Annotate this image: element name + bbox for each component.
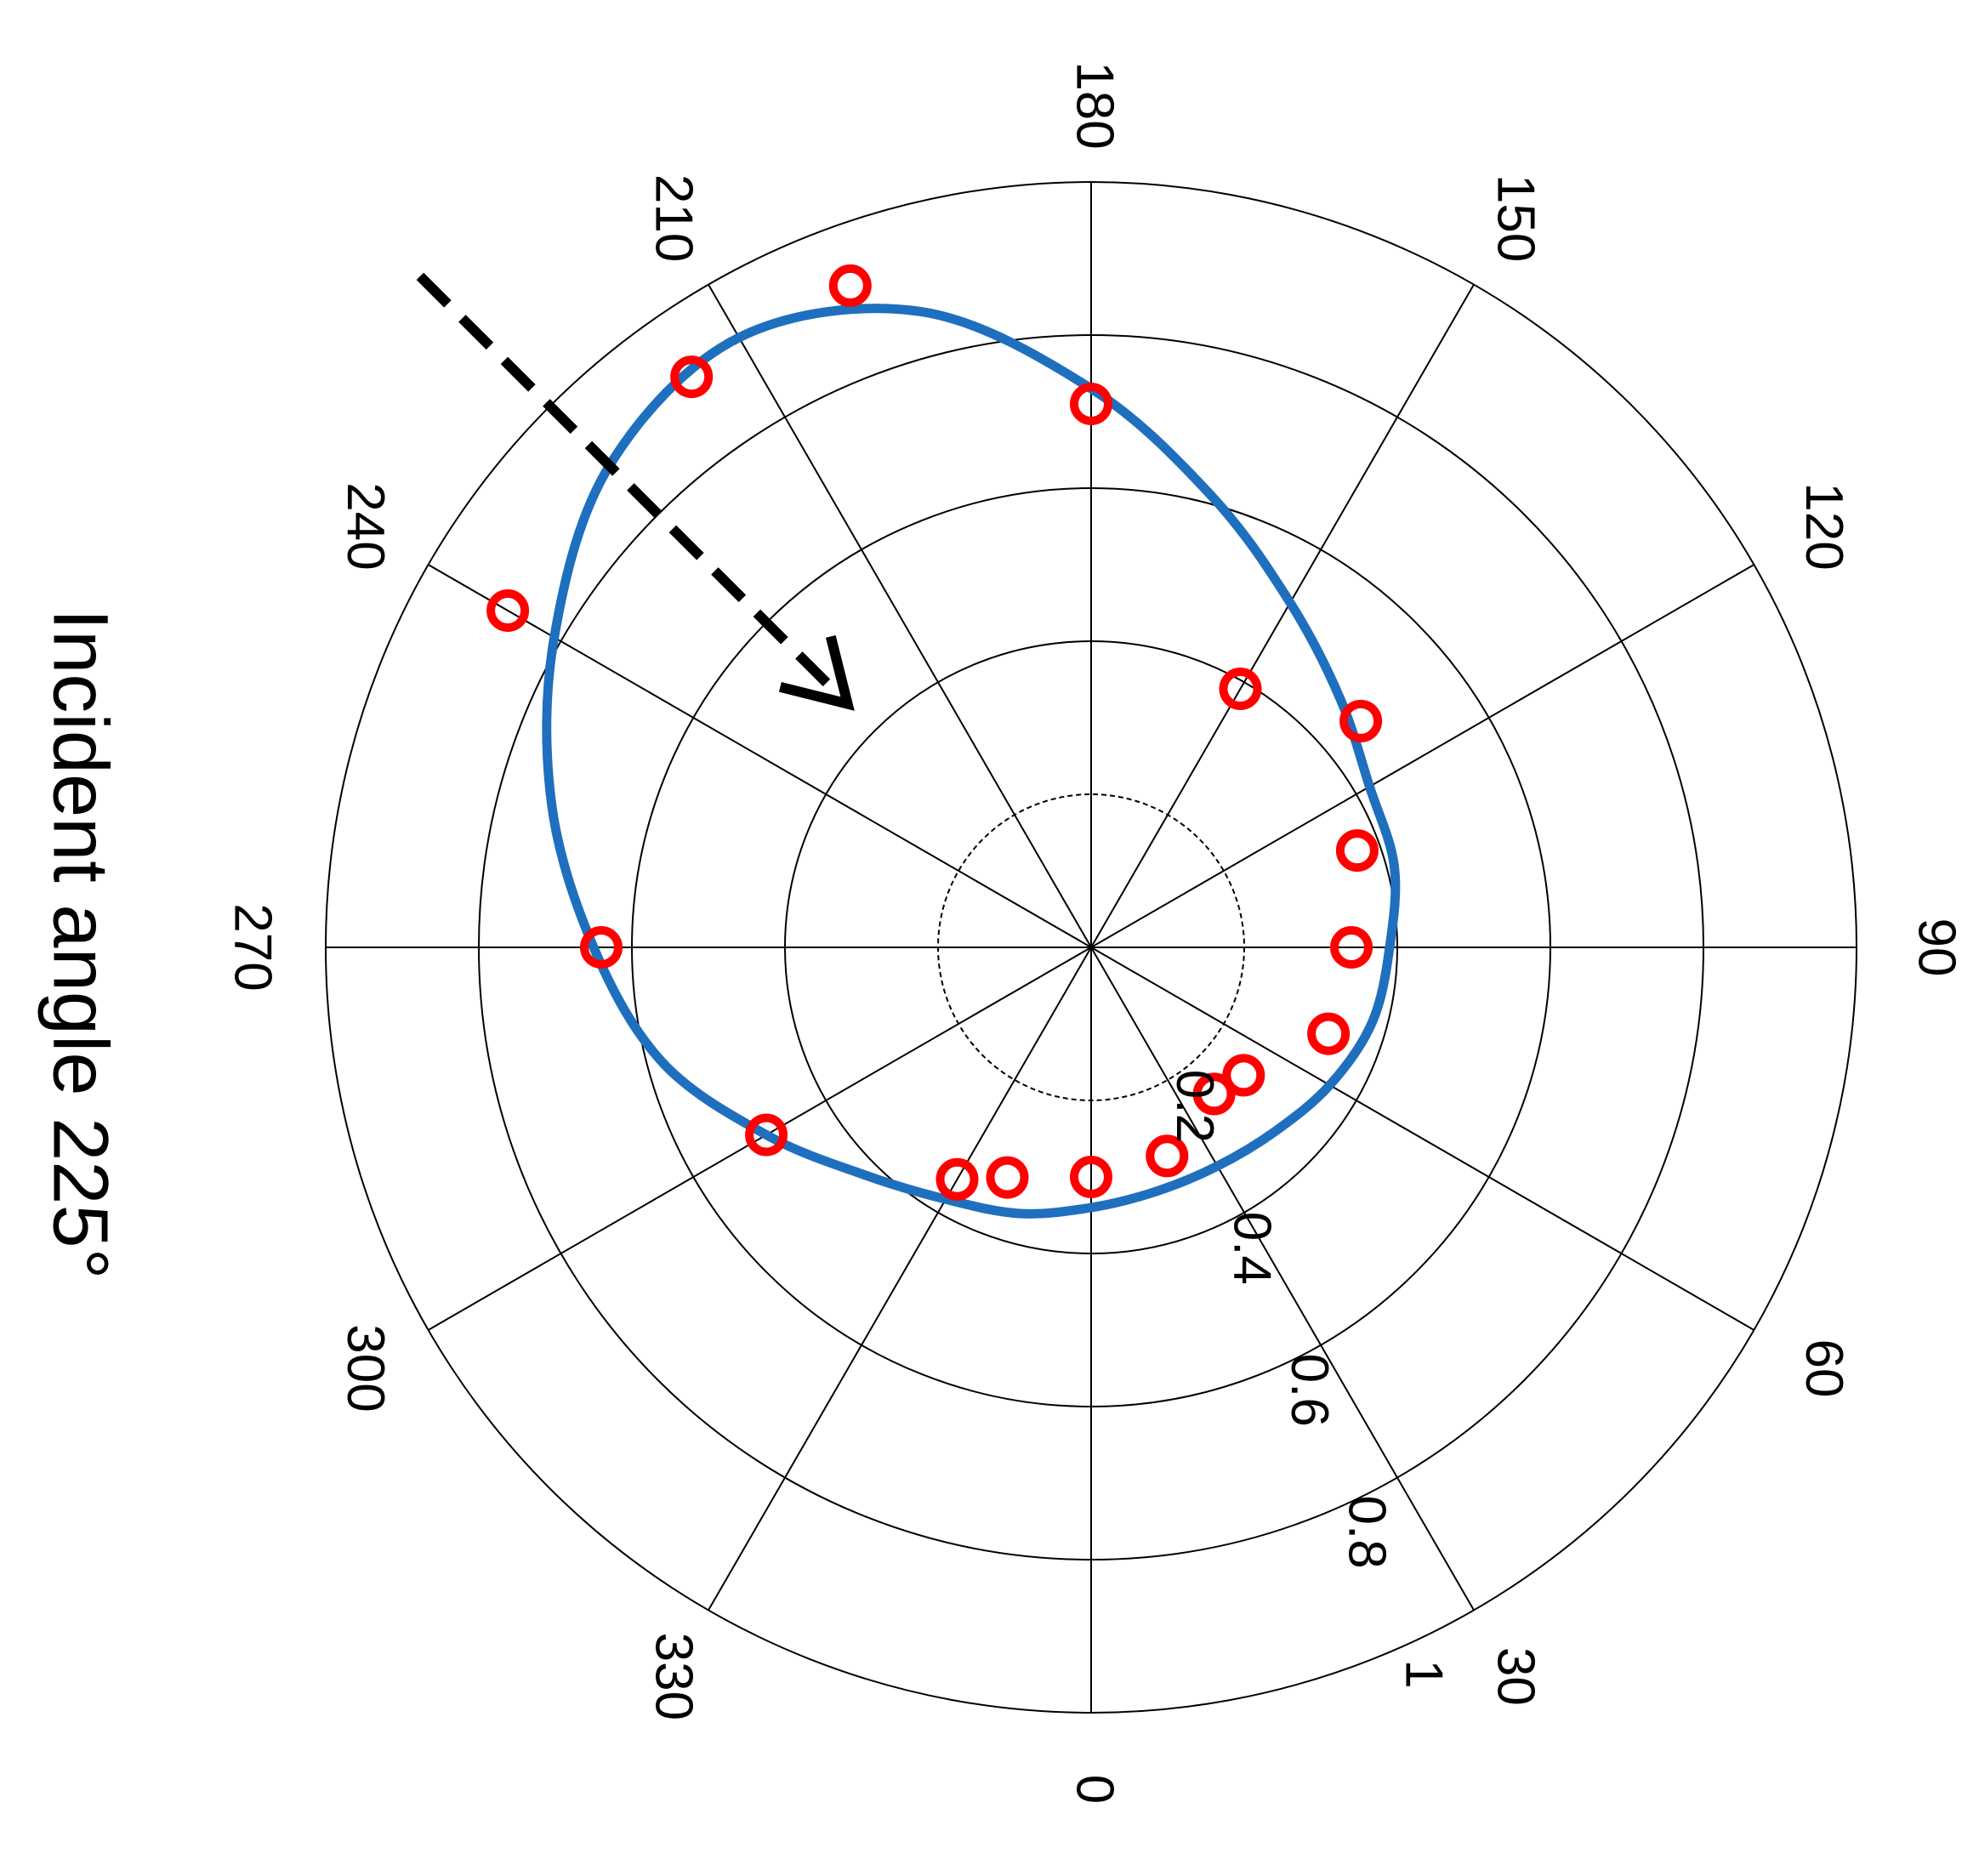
radial-gridline-30 [1090,947,1475,1611]
radius-tick-label-0.6: 0.6 [1280,1354,1339,1427]
angle-tick-label-180: 180 [1066,61,1124,149]
chart-title: Incident angle 225° [37,609,124,1280]
angle-tick-label-210: 210 [645,174,703,262]
radius-gridline-0.2 [937,793,1245,1101]
angle-tick-label-240: 240 [336,482,395,570]
radial-gridline-240 [428,564,1092,948]
data-point-300 [745,1113,788,1157]
data-point-50 [1222,1054,1265,1097]
data-point-0 [1070,1156,1112,1198]
angle-tick-label-300: 300 [336,1324,395,1412]
data-point-215 [670,355,714,399]
data-point-150 [1219,668,1262,710]
angle-tick-label-270: 270 [224,903,282,991]
data-point-200 [828,264,872,307]
series-markers-group [486,264,1383,1201]
angle-tick-label-90: 90 [1908,918,1966,977]
polar-grid [325,181,1857,1714]
data-point-180 [1070,383,1112,425]
data-point-90 [1330,926,1373,969]
radial-gridline-330 [708,947,1092,1611]
data-point-340 [986,1156,1029,1199]
angle-tick-label-150: 150 [1487,174,1545,262]
data-point-330 [935,1157,979,1201]
data-point-240 [486,589,530,632]
radius-tick-label-0.4: 0.4 [1223,1212,1282,1285]
data-point-20 [1146,1134,1189,1178]
data-point-40 [1192,1072,1236,1116]
angle-tick-label-30: 30 [1487,1647,1545,1706]
tick-labels: 0 30 60 90 120 150 180 210 240 270 300 330 0.2 0.4 0.6… [224,61,1966,1804]
incident-arrow [416,272,855,711]
radius-gridline-0.6 [631,487,1551,1407]
radius-gridline-0.8 [478,334,1704,1560]
radius-tick-label-0.2: 0.2 [1165,1070,1224,1143]
angle-tick-label-0: 0 [1066,1775,1124,1804]
data-point-130 [1339,699,1383,742]
radius-gridline-1 [325,181,1857,1714]
incident-arrow-shaft [416,272,851,708]
data-point-110 [1335,829,1379,873]
series-line-group [542,304,1401,1219]
radius-gridline-0.4 [784,640,1398,1254]
angle-tick-label-330: 330 [645,1633,703,1720]
radial-gridline-120 [1090,564,1754,948]
radial-gridline-150 [1090,284,1475,948]
data-point-70 [1307,1012,1351,1055]
angle-tick-label-120: 120 [1794,482,1853,570]
angle-tick-label-60: 60 [1794,1339,1853,1398]
radial-gridline-210 [708,284,1092,948]
data-point-270 [580,926,623,969]
fitted-curve [542,304,1401,1219]
radius-tick-label-1: 1 [1395,1659,1453,1688]
radial-gridline-300 [428,947,1092,1331]
radius-tick-label-0.8: 0.8 [1337,1495,1396,1568]
radial-gridline-60 [1090,947,1754,1331]
incident-arrow-head [778,634,855,711]
